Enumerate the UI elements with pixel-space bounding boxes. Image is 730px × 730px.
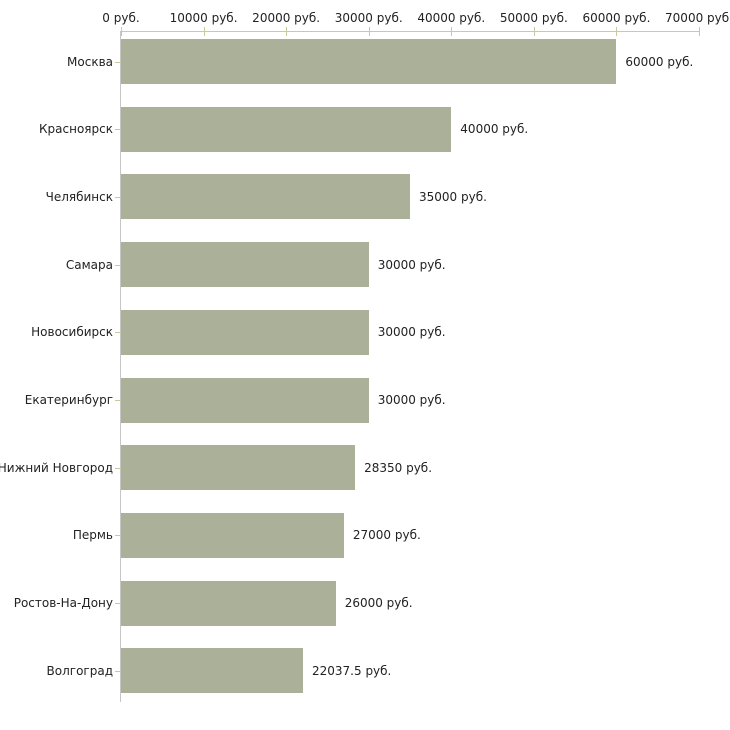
x-tick-mark [121,27,122,36]
bar [121,445,356,491]
category-label: Красноярск [39,122,113,137]
bar [121,580,336,626]
category-label: Москва [67,54,113,69]
y-tick-mark [115,400,120,401]
x-tick-mark [533,27,535,36]
value-label: 40000 руб. [460,122,529,137]
value-label: 30000 руб. [377,393,446,407]
y-tick-mark [115,670,120,672]
x-tick-label: 20000 руб. [252,11,321,25]
value-label: 22037.5 руб. [312,663,392,678]
y-tick-mark [115,603,120,605]
y-tick-mark [115,129,120,131]
value-label: 60000 руб. [625,54,694,69]
value-label: 30000 руб. [377,325,446,340]
x-tick-mark [286,27,288,36]
x-axis-line [120,31,699,32]
x-tick-mark [368,27,370,36]
x-tick-label: 70000 руб. [665,11,730,25]
category-label: Нижний Новгород [0,460,113,475]
bar [121,174,410,220]
bar [121,39,617,84]
x-tick-mark [699,27,700,36]
y-axis-line [120,31,121,702]
x-tick-label: 40000 руб. [417,11,486,25]
x-tick-label: 50000 руб. [499,11,568,25]
bar [121,106,452,152]
category-label: Пермь [72,528,113,543]
category-label: Екатеринбург [24,393,113,407]
y-tick-mark [115,467,120,469]
category-label: Челябинск [45,189,113,204]
value-label: 27000 руб. [352,528,421,543]
value-label: 26000 руб. [344,596,413,611]
y-tick-mark [115,196,120,198]
x-tick-label: 10000 руб. [169,11,238,25]
x-tick-mark [451,27,453,36]
y-tick-mark [115,332,120,334]
category-label: Самара [65,257,113,272]
bar [121,377,369,423]
bar [121,242,369,288]
bar [121,648,303,694]
x-tick-mark [616,27,618,36]
value-label: 28350 руб. [364,460,433,475]
bar [121,309,369,355]
value-label: 35000 руб. [419,189,487,204]
bar [121,512,344,558]
x-tick-label: 30000 руб. [334,11,403,25]
x-tick-label: 0 руб. [102,11,140,25]
category-label: Ростов-На-Дону [13,596,113,611]
y-tick-mark [115,61,120,63]
y-tick-mark [115,535,120,537]
value-label: 30000 руб. [377,257,446,272]
category-label: Новосибирск [31,325,113,340]
y-tick-mark [115,264,120,266]
x-tick-label: 60000 руб. [582,11,651,25]
x-tick-mark [203,27,205,36]
category-label: Волгоград [46,663,113,678]
